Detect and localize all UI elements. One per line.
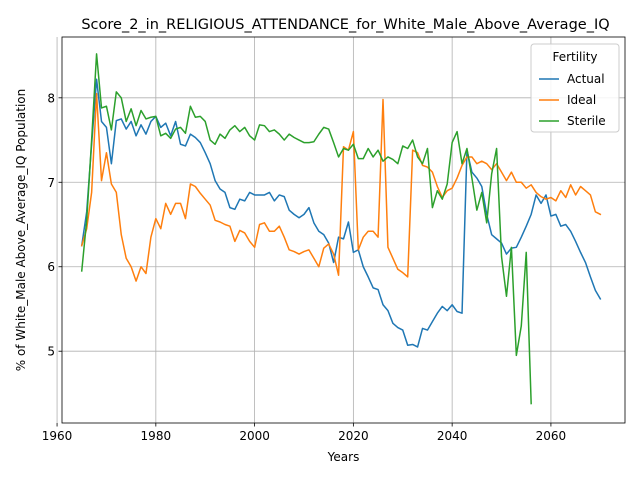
- x-tick-label: 1980: [141, 429, 172, 443]
- legend: Fertility Actual Ideal Sterile: [530, 43, 620, 133]
- axis-ticks: 1960 1980 2000 2020 2040 2060 5 6 7 8: [42, 91, 566, 443]
- legend-label-ideal: Ideal: [567, 93, 596, 107]
- legend-box: [530, 43, 620, 133]
- chart-title: Score_2_in_RELIGIOUS_ATTENDANCE_for_Whit…: [81, 17, 609, 33]
- x-tick-label: 1960: [42, 429, 73, 443]
- y-tick-label: 6: [47, 260, 55, 274]
- x-tick-label: 2020: [338, 429, 369, 443]
- legend-label-sterile: Sterile: [567, 114, 606, 128]
- y-tick-label: 7: [47, 176, 55, 190]
- y-tick-label: 8: [47, 91, 55, 105]
- series-line-actual: [80, 78, 602, 348]
- plot-frame: [61, 36, 626, 424]
- legend-label-actual: Actual: [567, 72, 605, 86]
- y-tick-label: 5: [47, 345, 55, 359]
- series-line-ideal: [80, 92, 602, 282]
- x-tick-label: 2060: [536, 429, 567, 443]
- y-axis-label: % of White_Male Above_Average_IQ Populat…: [14, 89, 28, 372]
- legend-items: Actual Ideal Sterile: [539, 72, 606, 128]
- series-line-sterile: [80, 53, 532, 405]
- series-lines: [80, 53, 602, 405]
- x-tick-label: 2040: [437, 429, 468, 443]
- x-tick-label: 2000: [239, 429, 270, 443]
- x-axis-label: Years: [327, 450, 360, 464]
- legend-title: Fertility: [552, 50, 597, 64]
